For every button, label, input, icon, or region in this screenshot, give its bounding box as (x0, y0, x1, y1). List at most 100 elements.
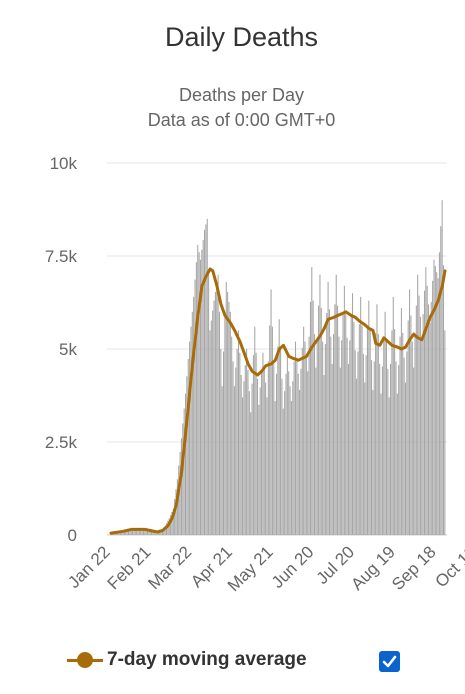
daily-deaths-bar (227, 291, 229, 535)
daily-deaths-bar (195, 262, 197, 535)
daily-deaths-bar (331, 363, 333, 535)
daily-deaths-bar (425, 267, 427, 535)
daily-deaths-bar (167, 520, 169, 535)
daily-deaths-bar (313, 334, 316, 535)
daily-deaths-bar (437, 278, 439, 535)
daily-deaths-bar (164, 525, 166, 535)
daily-deaths-bar (225, 282, 227, 535)
daily-deaths-bar (182, 423, 184, 535)
daily-deaths-bar (262, 352, 264, 535)
daily-deaths-bar (237, 330, 240, 535)
daily-deaths-bar (394, 329, 396, 535)
daily-deaths-bar (364, 382, 366, 535)
daily-deaths-bar (429, 322, 431, 535)
daily-deaths-bar (301, 347, 303, 535)
daily-deaths-bar (308, 336, 310, 535)
daily-deaths-bar (140, 528, 142, 535)
daily-deaths-bar (137, 528, 139, 535)
daily-deaths-bar (434, 265, 436, 535)
daily-deaths-bar (372, 389, 374, 535)
daily-deaths-bar (261, 370, 263, 535)
daily-deaths-bar (444, 330, 446, 535)
daily-deaths-bar (214, 291, 216, 535)
daily-deaths-bar (136, 529, 138, 535)
daily-deaths-bar (212, 310, 214, 535)
daily-deaths-bar (326, 313, 328, 535)
daily-deaths-bar (376, 304, 378, 535)
daily-deaths-bar (201, 249, 203, 536)
daily-deaths-bar (440, 226, 442, 536)
daily-deaths-bar (346, 337, 348, 535)
daily-deaths-bar (244, 365, 246, 535)
daily-deaths-bar (406, 351, 408, 535)
daily-deaths-bar (315, 367, 317, 535)
daily-deaths-bar (403, 357, 405, 535)
daily-deaths-bar (413, 367, 415, 535)
daily-deaths-bar (417, 274, 419, 535)
daily-deaths-bar (204, 229, 206, 535)
x-tick-label: Jun 20 (268, 542, 318, 592)
daily-deaths-bar (218, 311, 220, 535)
daily-deaths-bar (289, 386, 291, 535)
daily-deaths-bar (223, 351, 225, 535)
moving-average-line (109, 267, 447, 535)
daily-deaths-bar (176, 479, 178, 535)
daily-deaths-bar (388, 397, 390, 535)
daily-deaths-bar (165, 523, 168, 535)
daily-deaths-bar (132, 529, 134, 535)
daily-deaths-bar (175, 489, 177, 535)
daily-deaths-bar (392, 296, 394, 535)
daily-deaths-bar (265, 382, 267, 535)
daily-deaths-bar (199, 259, 201, 535)
legend-item-moving-average[interactable]: 7-day moving average (67, 645, 307, 675)
daily-deaths-bar (402, 332, 404, 535)
daily-deaths-bar (250, 412, 252, 535)
daily-deaths-bar (179, 451, 181, 535)
daily-deaths-bar (270, 289, 272, 535)
chart-subtitle-line-1: Deaths per Day (178, 85, 305, 105)
daily-deaths-bar (111, 534, 113, 535)
daily-deaths-bar (360, 296, 362, 535)
daily-deaths-bar (213, 300, 215, 535)
daily-deaths-bar (130, 529, 132, 535)
daily-deaths-bar (357, 351, 359, 535)
daily-deaths-bar (114, 533, 116, 535)
daily-deaths-bar (153, 532, 155, 535)
x-tick-label: Aug 19 (347, 542, 399, 594)
daily-deaths-bar (396, 393, 398, 535)
x-tick-label: Jan 22 (64, 542, 114, 592)
daily-deaths-bar (183, 408, 185, 535)
daily-deaths-bar (232, 361, 234, 535)
daily-deaths-bar (252, 355, 254, 535)
daily-deaths-bar (189, 341, 191, 535)
daily-deaths-bar (133, 529, 135, 535)
daily-deaths-bar (361, 325, 363, 535)
daily-deaths-bar (142, 529, 144, 535)
daily-deaths-bar (148, 530, 150, 535)
daily-deaths-bar (311, 267, 313, 535)
daily-deaths-bar (210, 320, 212, 535)
daily-deaths-bar (319, 274, 321, 535)
daily-deaths-bar (278, 319, 280, 535)
daily-deaths-bar (110, 534, 112, 535)
moving-average-checkbox[interactable] (379, 651, 400, 672)
daily-deaths-bar (280, 349, 282, 535)
daily-deaths-bar (419, 316, 421, 535)
daily-deaths-bar (220, 349, 222, 535)
daily-deaths-bar (191, 311, 193, 535)
daily-deaths-bar (145, 529, 147, 535)
daily-deaths-bar (354, 350, 356, 535)
chart-subtitle-line-2: Data as of 0:00 GMT+0 (147, 110, 336, 130)
daily-deaths-bar (433, 259, 435, 535)
daily-deaths-bar (369, 330, 371, 535)
daily-deaths-bar (254, 326, 256, 535)
daily-deaths-bar (422, 314, 424, 535)
daily-deaths-bar (375, 332, 377, 535)
daily-deaths-bar (119, 533, 121, 535)
daily-deaths-bar (171, 512, 173, 535)
daily-deaths-bar (285, 373, 287, 535)
daily-deaths-bar (292, 381, 294, 535)
daily-deaths-bar (362, 353, 364, 535)
daily-deaths-bar (337, 305, 339, 535)
